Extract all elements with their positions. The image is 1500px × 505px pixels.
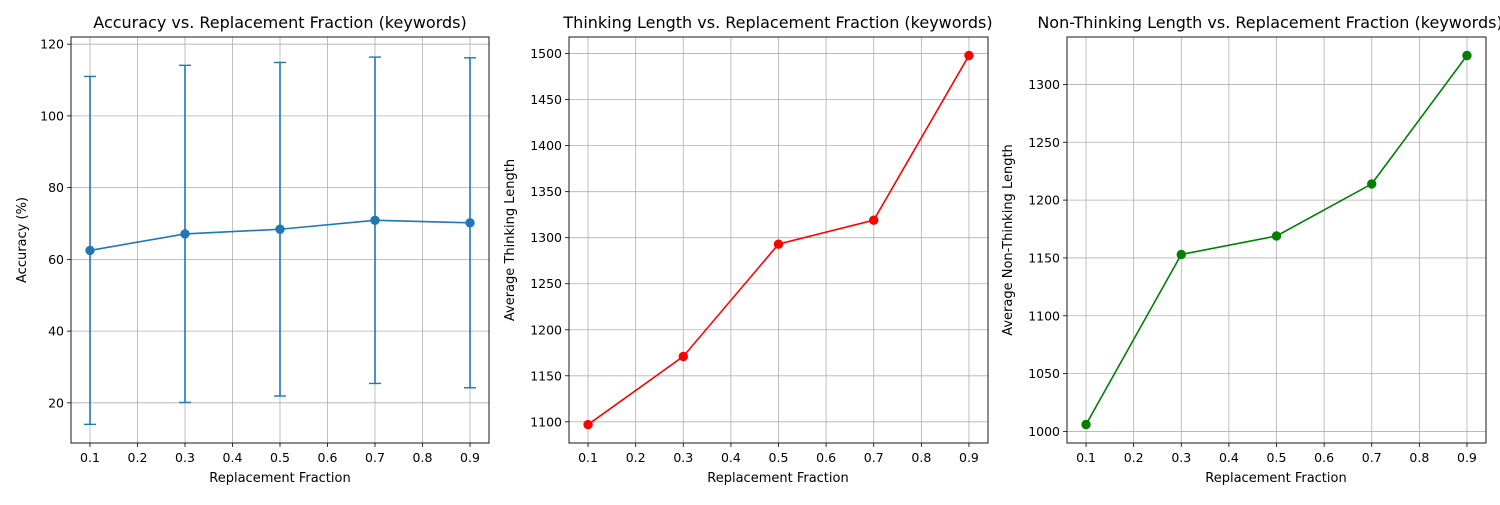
- thinking-length-chart-title: Thinking Length vs. Replacement Fraction…: [562, 13, 992, 32]
- thinking-length-x-tick-label: 0.6: [816, 450, 836, 465]
- accuracy-series: [84, 56, 476, 426]
- thinking-length-panel: Thinking Length vs. Replacement Fraction…: [503, 13, 993, 486]
- non-thinking-length-x-tick-label: 0.7: [1362, 450, 1382, 465]
- thinking-length-y-tick-label: 1300: [530, 230, 562, 245]
- non-thinking-length-y-tick-label: 1250: [1028, 135, 1060, 150]
- thinking-length-series: [583, 50, 974, 430]
- non-thinking-length-data-point: [1367, 179, 1377, 189]
- non-thinking-length-x-axis-label: Replacement Fraction: [1205, 471, 1346, 486]
- accuracy-x-ticks: 0.1 0.2 0.3 0.4 0.5 0.6 0.7 0.8 0.9: [80, 443, 480, 465]
- non-thinking-length-x-tick-label: 0.4: [1219, 450, 1239, 465]
- thinking-length-plot-frame: [568, 36, 989, 444]
- thinking-length-y-tick-label: 1500: [530, 46, 562, 61]
- non-thinking-length-y-tick-label: 1050: [1028, 366, 1060, 381]
- thinking-length-data-point: [583, 419, 593, 430]
- accuracy-y-tick-label: 60: [48, 252, 64, 267]
- non-thinking-length-x-tick-label: 0.3: [1171, 450, 1191, 465]
- non-thinking-length-series: [1081, 50, 1472, 430]
- non-thinking-length-plot-frame: [1066, 36, 1487, 444]
- accuracy-plot-frame: [70, 36, 490, 444]
- accuracy-data-point: [465, 218, 475, 228]
- accuracy-x-tick-label: 0.5: [270, 450, 290, 465]
- thinking-length-data-point: [678, 351, 688, 362]
- accuracy-x-tick-label: 0.6: [318, 450, 338, 465]
- non-thinking-length-panel: Non-Thinking Length vs. Replacement Frac…: [1001, 13, 1500, 486]
- accuracy-y-ticks: 20 40 60 80 100 120: [40, 37, 71, 410]
- accuracy-x-tick-label: 0.8: [413, 450, 433, 465]
- thinking-length-y-tick-label: 1250: [530, 276, 562, 291]
- non-thinking-length-x-tick-label: 0.1: [1076, 450, 1096, 465]
- non-thinking-length-y-ticks: 1000 1050 1100 1150 1200 1250 1300: [1028, 77, 1067, 439]
- accuracy-y-tick-label: 100: [40, 108, 64, 123]
- thinking-length-y-ticks: 1100 1150 1200 1250 1300 1350 1400 1450 1500: [530, 46, 569, 429]
- non-thinking-length-x-tick-label: 0.6: [1314, 450, 1334, 465]
- non-thinking-length-x-ticks: 0.1 0.2 0.3 0.4 0.5 0.6 0.7 0.8 0.9: [1076, 443, 1477, 465]
- non-thinking-length-y-tick-label: 1300: [1028, 77, 1060, 92]
- thinking-length-y-tick-label: 1100: [530, 414, 562, 429]
- accuracy-data-point: [370, 215, 380, 225]
- thinking-length-x-tick-label: 0.5: [769, 450, 789, 465]
- non-thinking-length-y-tick-label: 1200: [1028, 193, 1060, 208]
- thinking-length-x-tick-label: 0.2: [626, 450, 646, 465]
- thinking-length-x-tick-label: 0.4: [721, 450, 741, 465]
- accuracy-y-tick-label: 40: [48, 324, 64, 339]
- thinking-length-x-axis-label: Replacement Fraction: [707, 471, 848, 486]
- non-thinking-length-data-point: [1081, 419, 1091, 430]
- accuracy-x-axis-label: Replacement Fraction: [209, 471, 350, 486]
- accuracy-y-axis-label: Accuracy (%): [15, 197, 30, 283]
- non-thinking-length-y-axis-label: Average Non-Thinking Length: [1001, 144, 1016, 336]
- thinking-length-y-tick-label: 1450: [530, 92, 562, 107]
- thinking-length-y-axis-label: Average Thinking Length: [503, 159, 518, 321]
- non-thinking-length-x-tick-label: 0.2: [1124, 450, 1144, 465]
- non-thinking-length-chart-title: Non-Thinking Length vs. Replacement Frac…: [1037, 13, 1500, 32]
- accuracy-x-tick-label: 0.4: [223, 450, 243, 465]
- accuracy-chart-title: Accuracy vs. Replacement Fraction (keywo…: [93, 13, 466, 32]
- non-thinking-length-x-tick-label: 0.9: [1457, 450, 1477, 465]
- non-thinking-length-data-point: [1462, 50, 1472, 61]
- non-thinking-length-x-tick-label: 0.8: [1409, 450, 1429, 465]
- thinking-length-y-tick-label: 1350: [530, 184, 562, 199]
- accuracy-panel: Accuracy vs. Replacement Fraction (keywo…: [15, 13, 490, 486]
- non-thinking-length-y-tick-label: 1000: [1028, 424, 1060, 439]
- non-thinking-length-data-point: [1271, 231, 1282, 241]
- accuracy-x-tick-label: 0.7: [365, 450, 385, 465]
- accuracy-y-tick-label: 120: [40, 37, 64, 52]
- thinking-length-data-point: [869, 215, 879, 225]
- accuracy-x-tick-label: 0.2: [128, 450, 148, 465]
- thinking-length-x-tick-label: 0.9: [959, 450, 979, 465]
- thinking-length-y-tick-label: 1400: [530, 138, 562, 153]
- thinking-length-x-ticks: 0.1 0.2 0.3 0.4 0.5 0.6 0.7 0.8 0.9: [578, 443, 979, 465]
- accuracy-data-point: [180, 229, 190, 239]
- thinking-length-y-tick-label: 1150: [530, 368, 562, 383]
- accuracy-x-tick-label: 0.1: [80, 450, 100, 465]
- thinking-length-x-tick-label: 0.1: [578, 450, 598, 465]
- accuracy-data-point: [275, 224, 285, 234]
- thinking-length-gridlines: [569, 37, 988, 443]
- thinking-length-data-point: [964, 50, 974, 61]
- accuracy-x-tick-label: 0.9: [460, 450, 480, 465]
- thinking-length-data-point: [773, 239, 784, 249]
- non-thinking-length-x-tick-label: 0.5: [1267, 450, 1287, 465]
- thinking-length-x-tick-label: 0.8: [911, 450, 931, 465]
- accuracy-x-tick-label: 0.3: [175, 450, 195, 465]
- non-thinking-length-y-tick-label: 1150: [1028, 250, 1060, 265]
- non-thinking-length-gridlines: [1067, 37, 1486, 443]
- thinking-length-y-tick-label: 1200: [530, 322, 562, 337]
- non-thinking-length-data-point: [1176, 249, 1186, 260]
- accuracy-data-point: [85, 245, 95, 256]
- thinking-length-x-tick-label: 0.3: [673, 450, 693, 465]
- accuracy-y-tick-label: 20: [48, 395, 64, 410]
- non-thinking-length-y-tick-label: 1100: [1028, 308, 1060, 323]
- thinking-length-x-tick-label: 0.7: [864, 450, 884, 465]
- accuracy-y-tick-label: 80: [48, 180, 64, 195]
